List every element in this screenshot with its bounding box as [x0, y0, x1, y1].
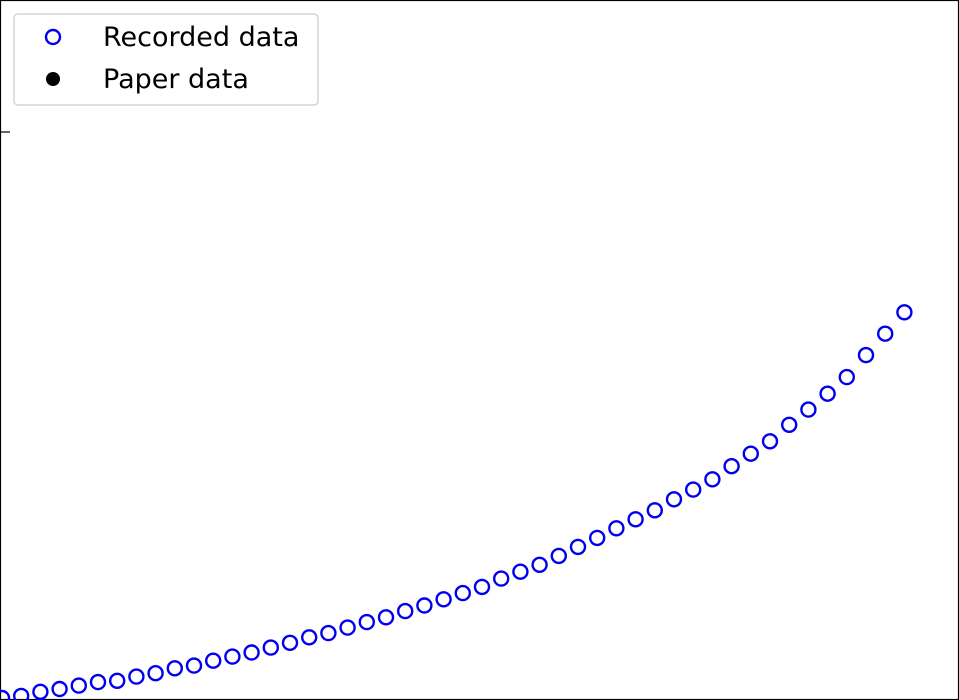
recorded-data-point — [204, 652, 222, 669]
recorded-data-point — [704, 471, 721, 488]
recorded-data-point — [89, 673, 107, 691]
recorded-data-point — [857, 346, 875, 364]
recorded-data-points — [0, 304, 913, 700]
recorded-data-point — [281, 634, 299, 651]
legend: Recorded data Paper data — [13, 13, 319, 106]
recorded-data-point — [819, 385, 836, 402]
recorded-data-point — [70, 677, 88, 694]
recorded-data-point — [473, 578, 491, 596]
legend-marker-paper — [46, 72, 60, 86]
legend-label-paper: Paper data — [103, 64, 249, 95]
recorded-data-point — [589, 529, 606, 547]
legend-box — [13, 13, 319, 106]
recorded-data-point — [877, 325, 894, 342]
recorded-data-point — [608, 520, 625, 537]
recorded-data-point — [13, 687, 30, 700]
recorded-data-point — [185, 657, 203, 674]
recorded-data-point — [397, 602, 414, 620]
recorded-data-point — [224, 648, 241, 665]
recorded-data-point — [435, 591, 452, 608]
legend-marker-recorded — [44, 28, 62, 46]
legend-label-recorded: Recorded data — [103, 22, 299, 53]
recorded-data-point — [320, 624, 337, 642]
recorded-data-point — [685, 481, 702, 498]
recorded-data-point — [627, 511, 644, 528]
recorded-data-point — [646, 502, 663, 519]
recorded-data-point — [550, 547, 567, 565]
recorded-data-point — [838, 368, 855, 386]
recorded-data-point — [128, 668, 145, 685]
recorded-data-point — [51, 680, 68, 698]
recorded-data-point — [108, 672, 126, 689]
recorded-data-point — [723, 458, 740, 475]
recorded-data-point — [800, 401, 817, 418]
recorded-data-point — [339, 619, 356, 636]
recorded-data-point — [243, 644, 260, 661]
recorded-data-point — [358, 613, 375, 631]
recorded-data-point — [665, 491, 683, 508]
recorded-data-point — [147, 665, 164, 682]
recorded-data-point — [32, 683, 49, 700]
recorded-data-point — [166, 660, 184, 677]
recorded-data-point — [896, 304, 913, 321]
recorded-data-point — [761, 433, 779, 450]
recorded-data-point — [742, 445, 759, 462]
recorded-data-point — [493, 570, 510, 587]
recorded-data-point — [0, 689, 11, 700]
recorded-data-point — [512, 563, 529, 580]
recorded-data-point — [377, 609, 395, 626]
recorded-data-point — [262, 639, 279, 656]
recorded-data-point — [301, 629, 318, 646]
recorded-data-point — [454, 584, 471, 602]
recorded-data-point — [531, 556, 548, 573]
recorded-data-point — [416, 597, 433, 614]
recorded-data-point — [781, 416, 798, 433]
recorded-data-point — [569, 538, 587, 556]
